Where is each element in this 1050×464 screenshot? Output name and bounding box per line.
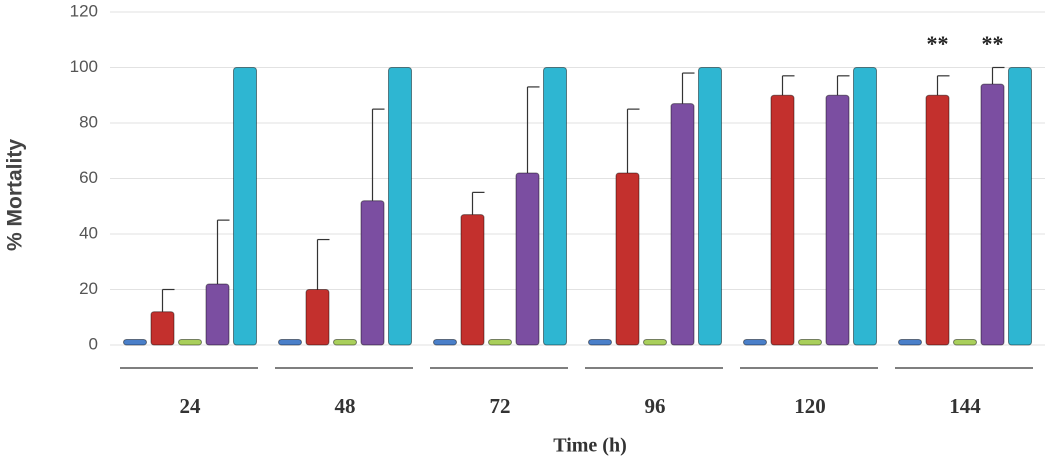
bar <box>798 338 822 346</box>
bar <box>543 67 567 346</box>
bar <box>925 94 950 346</box>
error-bar <box>681 72 695 104</box>
bar <box>488 338 512 346</box>
error-bar <box>526 86 540 173</box>
x-tick-label: 144 <box>949 394 981 418</box>
bar <box>123 338 147 346</box>
annotation: ** <box>982 31 1004 56</box>
bar <box>770 94 795 346</box>
x-tick-label: 96 <box>645 394 666 418</box>
error-bar <box>836 75 850 96</box>
y-tick-label: 40 <box>79 223 98 242</box>
bar <box>460 214 485 346</box>
bar <box>698 67 722 346</box>
bar <box>333 338 357 346</box>
bar <box>205 283 230 346</box>
x-tick-label: 48 <box>335 394 356 418</box>
error-bar <box>316 238 330 290</box>
y-tick-label: 20 <box>79 279 98 298</box>
y-tick-label: 120 <box>70 1 98 20</box>
bar <box>515 172 540 346</box>
y-axis-title: % Mortality <box>4 139 27 251</box>
error-bar <box>471 191 485 215</box>
bar <box>178 338 202 346</box>
bar <box>743 338 767 346</box>
error-bar <box>626 108 640 173</box>
bar <box>953 338 977 346</box>
bar <box>233 67 257 346</box>
bar <box>150 311 175 346</box>
y-tick-label: 100 <box>70 57 98 76</box>
annotation: ** <box>927 31 949 56</box>
bar <box>278 338 302 346</box>
bar <box>980 83 1005 346</box>
error-bar <box>991 66 1005 85</box>
bar <box>643 338 667 346</box>
error-bar <box>781 75 795 96</box>
x-tick-label: 24 <box>180 394 202 418</box>
bar <box>825 94 850 346</box>
error-bar <box>161 288 175 312</box>
x-tick-label: 72 <box>490 394 511 418</box>
y-tick-label: 60 <box>79 168 98 187</box>
error-bar <box>936 75 950 96</box>
error-bar <box>216 219 230 284</box>
bar <box>898 338 922 346</box>
bar <box>670 103 695 346</box>
bar <box>853 67 877 346</box>
bar <box>615 172 640 346</box>
bar <box>388 67 412 346</box>
y-tick-label: 0 <box>89 334 98 353</box>
bar <box>433 338 457 346</box>
bar <box>588 338 612 346</box>
x-tick-label: 120 <box>794 394 826 418</box>
x-axis-title: Time (h) <box>553 435 627 457</box>
bar <box>1008 67 1032 346</box>
error-bar <box>371 108 385 201</box>
bar <box>360 200 385 346</box>
y-tick-label: 80 <box>79 112 98 131</box>
bar <box>305 289 330 346</box>
